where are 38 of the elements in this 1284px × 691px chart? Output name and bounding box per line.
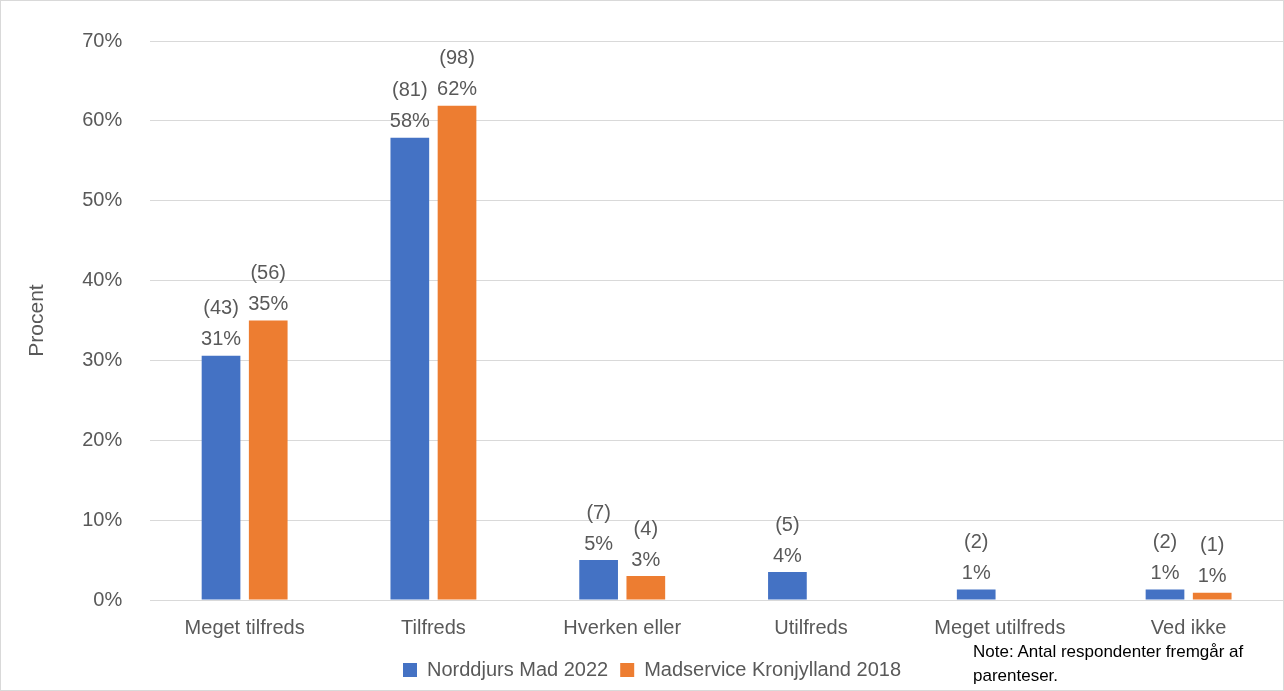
bar <box>768 572 807 600</box>
bar <box>956 589 996 600</box>
bar <box>626 576 666 600</box>
y-tick-label: 60% <box>82 108 123 131</box>
bar <box>390 137 430 600</box>
y-tick-label: 20% <box>82 427 123 450</box>
x-tick-label: Meget tilfreds <box>184 615 305 638</box>
y-tick-label: 30% <box>82 347 123 370</box>
bar <box>201 355 241 600</box>
data-label: (56) 35% <box>248 261 289 315</box>
data-label: (1) 1% <box>1197 533 1227 587</box>
data-label: (5) 4% <box>772 512 803 566</box>
x-tick-label: Utilfreds <box>774 615 848 638</box>
text: Note: Antal respondenter fremgår af parenteser. <box>973 641 1245 687</box>
y-tick-label: 10% <box>82 507 123 530</box>
y-tick-label: 40% <box>82 268 123 291</box>
y-tick-label: 0% <box>93 587 123 610</box>
legend-label: Madservice Kronjylland 2018 <box>644 657 902 680</box>
data-label: (2) 1% <box>1150 530 1180 584</box>
bar <box>1192 592 1232 600</box>
bar <box>248 320 288 600</box>
x-tick-label: Hverken eller <box>563 615 682 638</box>
y-tick-label: 50% <box>82 188 123 211</box>
bar <box>1145 589 1185 600</box>
bar <box>437 105 477 600</box>
y-tick-label: 70% <box>82 28 123 51</box>
data-label: (43) 31% <box>201 296 242 350</box>
legend-label: Norddjurs Mad 2022 <box>426 657 609 680</box>
data-label: (7) 5% <box>584 500 614 554</box>
data-label: (81) 58% <box>389 78 431 132</box>
data-label: (98) 62% <box>437 46 478 100</box>
y-axis-title: Procent <box>24 284 48 357</box>
x-tick-label: Ved ikke <box>1150 615 1227 638</box>
x-tick-label: Tilfreds <box>401 615 466 638</box>
bar <box>579 560 618 600</box>
data-label: (4) 3% <box>631 516 661 570</box>
data-label: (2) 1% <box>961 530 991 584</box>
x-tick-label: Meget utilfreds <box>934 615 1066 638</box>
